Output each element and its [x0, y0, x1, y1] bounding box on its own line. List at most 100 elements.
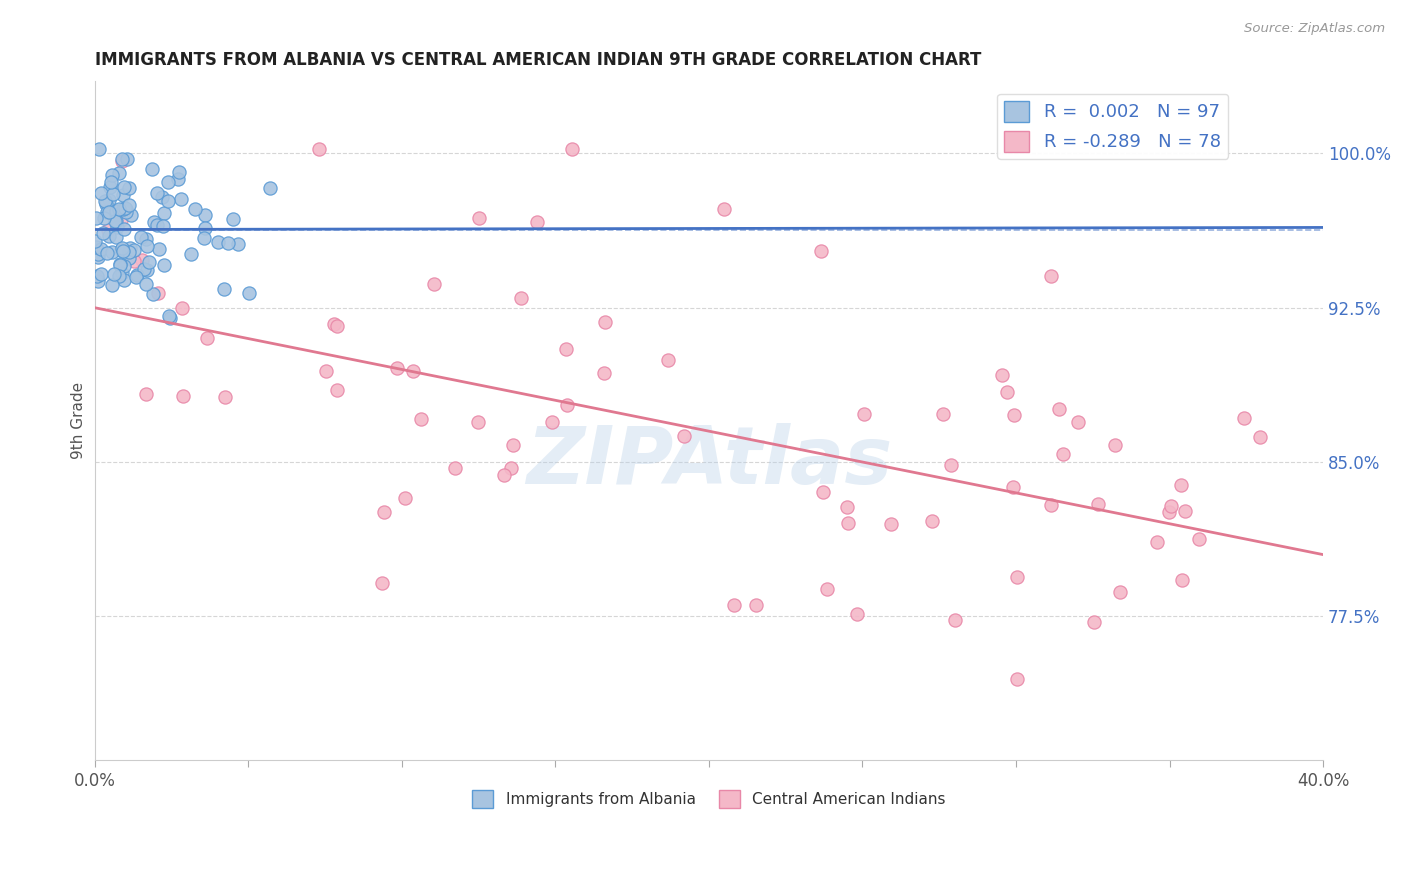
Point	[238, 286, 260, 301]
Point	[152, 219, 174, 233]
Point	[90, 242, 112, 256]
Point	[554, 342, 576, 356]
Point	[101, 187, 124, 202]
Point	[108, 258, 131, 272]
Point	[118, 245, 141, 260]
Point	[315, 364, 337, 378]
Point	[172, 301, 194, 315]
Point	[96, 204, 118, 219]
Point	[142, 286, 165, 301]
Point	[1083, 615, 1105, 629]
Point	[108, 268, 131, 283]
Point	[159, 310, 181, 325]
Point	[148, 242, 170, 256]
Point	[1233, 411, 1256, 425]
Point	[111, 188, 134, 202]
Point	[939, 458, 962, 473]
Point	[146, 218, 169, 232]
Point	[1087, 497, 1109, 511]
Point	[98, 179, 121, 194]
Point	[115, 202, 138, 216]
Point	[103, 267, 125, 281]
Text: IMMIGRANTS FROM ALBANIA VS CENTRAL AMERICAN INDIAN 9TH GRADE CORRELATION CHART: IMMIGRANTS FROM ALBANIA VS CENTRAL AMERI…	[94, 51, 981, 69]
Point	[373, 505, 395, 519]
Point	[87, 274, 110, 288]
Point	[100, 278, 122, 293]
Point	[93, 211, 115, 226]
Point	[125, 268, 148, 282]
Point	[118, 252, 141, 266]
Point	[105, 204, 128, 219]
Point	[184, 202, 207, 216]
Point	[112, 273, 135, 287]
Point	[98, 205, 121, 219]
Point	[259, 181, 281, 195]
Point	[991, 368, 1014, 383]
Point	[467, 415, 489, 429]
Point	[101, 245, 124, 260]
Point	[1039, 498, 1062, 512]
Point	[86, 247, 108, 261]
Text: ZIPAtlas: ZIPAtlas	[526, 423, 891, 500]
Point	[111, 266, 134, 280]
Point	[117, 197, 139, 211]
Text: Source: ZipAtlas.com: Source: ZipAtlas.com	[1244, 22, 1385, 36]
Point	[104, 213, 127, 227]
Point	[84, 240, 107, 254]
Point	[555, 398, 578, 412]
Point	[1170, 478, 1192, 492]
Point	[170, 192, 193, 206]
Point	[118, 180, 141, 194]
Point	[136, 263, 159, 277]
Point	[995, 385, 1018, 400]
Point	[494, 467, 516, 482]
Point	[1109, 585, 1132, 599]
Point	[193, 231, 215, 245]
Point	[135, 387, 157, 401]
Point	[1049, 401, 1071, 416]
Point	[326, 319, 349, 334]
Point	[90, 186, 112, 201]
Point	[94, 194, 117, 209]
Point	[593, 366, 616, 380]
Point	[142, 215, 165, 229]
Point	[157, 310, 180, 324]
Point	[136, 238, 159, 252]
Y-axis label: 9th Grade: 9th Grade	[72, 383, 86, 459]
Point	[167, 172, 190, 186]
Point	[114, 201, 136, 215]
Point	[810, 244, 832, 258]
Point	[134, 232, 156, 246]
Point	[402, 364, 425, 378]
Point	[1005, 672, 1028, 686]
Point	[108, 257, 131, 271]
Point	[180, 247, 202, 261]
Point	[509, 291, 531, 305]
Point	[131, 252, 153, 267]
Point	[111, 241, 134, 255]
Point	[94, 196, 117, 211]
Point	[90, 268, 112, 282]
Point	[111, 244, 134, 259]
Point	[409, 412, 432, 426]
Point	[1040, 269, 1063, 284]
Point	[153, 205, 176, 219]
Point	[148, 285, 170, 300]
Point	[108, 166, 131, 180]
Point	[853, 407, 876, 421]
Point	[657, 353, 679, 368]
Point	[100, 175, 122, 189]
Point	[141, 162, 163, 177]
Point	[96, 246, 118, 260]
Point	[394, 491, 416, 505]
Point	[845, 607, 868, 622]
Point	[146, 186, 169, 200]
Point	[815, 582, 838, 597]
Point	[308, 142, 330, 156]
Point	[1052, 447, 1074, 461]
Point	[217, 236, 239, 251]
Point	[226, 237, 249, 252]
Point	[222, 212, 245, 227]
Point	[104, 214, 127, 228]
Point	[122, 253, 145, 268]
